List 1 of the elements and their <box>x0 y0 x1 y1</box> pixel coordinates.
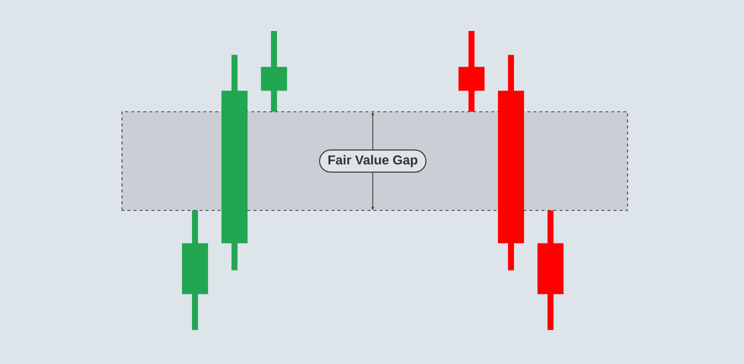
band-label: Fair Value Gap <box>328 154 418 168</box>
